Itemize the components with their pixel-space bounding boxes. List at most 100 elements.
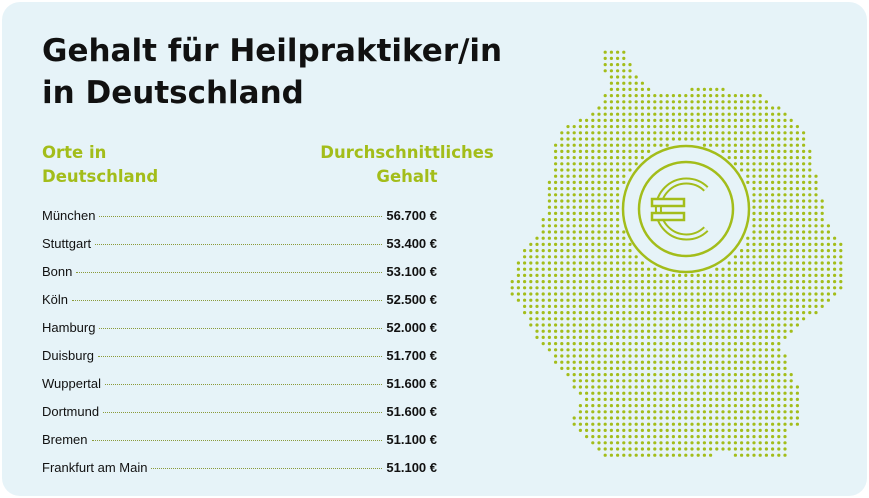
map-dot — [603, 292, 607, 296]
map-dot — [771, 174, 775, 178]
map-dot — [616, 56, 620, 60]
map-dot — [609, 100, 613, 104]
map-dot — [572, 416, 576, 420]
map-dot — [721, 94, 725, 98]
map-dot — [566, 261, 570, 265]
map-dot — [727, 379, 731, 383]
map-dot — [547, 286, 551, 290]
map-dot — [733, 397, 737, 401]
map-dot — [616, 298, 620, 302]
map-dot — [684, 311, 688, 315]
map-dot — [795, 236, 799, 240]
map-dot — [547, 236, 551, 240]
map-dot — [647, 348, 651, 352]
map-dot — [603, 366, 607, 370]
map-dot — [566, 354, 570, 358]
map-dot — [653, 441, 657, 445]
map-dot — [771, 292, 775, 296]
map-dot — [566, 286, 570, 290]
map-dot — [597, 255, 601, 259]
map-dot — [622, 242, 626, 246]
map-dot — [616, 193, 620, 197]
map-dot — [547, 304, 551, 308]
map-dot — [541, 261, 545, 265]
map-dot — [820, 211, 824, 215]
map-dot — [597, 211, 601, 215]
map-dot — [814, 230, 818, 234]
city-name: Wuppertal — [42, 376, 102, 391]
map-dot — [603, 94, 607, 98]
map-dot — [529, 298, 533, 302]
map-dot — [789, 317, 793, 321]
map-dot — [696, 298, 700, 302]
map-dot — [616, 143, 620, 147]
map-dot — [665, 416, 669, 420]
map-dot — [628, 261, 632, 265]
map-dot — [678, 286, 682, 290]
map-dot — [789, 410, 793, 414]
map-dot — [709, 391, 713, 395]
map-dot — [578, 366, 582, 370]
map-dot — [715, 317, 719, 321]
dot-leader — [99, 328, 383, 329]
map-dot — [684, 304, 688, 308]
map-dot — [616, 112, 620, 116]
map-dot — [516, 292, 520, 296]
map-dot — [547, 187, 551, 191]
map-dot — [721, 435, 725, 439]
map-dot — [603, 311, 607, 315]
map-dot — [733, 391, 737, 395]
map-dot — [609, 335, 613, 339]
map-dot — [771, 385, 775, 389]
map-dot — [628, 342, 632, 346]
map-dot — [591, 354, 595, 358]
map-dot — [510, 286, 514, 290]
map-dot — [696, 87, 700, 91]
map-dot — [690, 422, 694, 426]
map-dot — [820, 267, 824, 271]
map-dot — [659, 366, 663, 370]
map-dot — [820, 249, 824, 253]
map-dot — [591, 323, 595, 327]
map-dot — [671, 391, 675, 395]
map-dot — [640, 149, 644, 153]
map-dot — [783, 373, 787, 377]
map-dot — [597, 373, 601, 377]
map-dot — [529, 267, 533, 271]
map-dot — [727, 373, 731, 377]
map-dot — [820, 205, 824, 209]
map-dot — [653, 100, 657, 104]
map-dot — [764, 249, 768, 253]
map-dot — [789, 118, 793, 122]
map-dot — [758, 428, 762, 432]
map-dot — [609, 112, 613, 116]
map-dot — [777, 199, 781, 203]
map-dot — [733, 280, 737, 284]
map-dot — [665, 131, 669, 135]
map-dot — [746, 298, 750, 302]
map-dot — [690, 273, 694, 277]
map-dot — [820, 230, 824, 234]
map-dot — [696, 137, 700, 141]
map-dot — [795, 131, 799, 135]
map-dot — [702, 298, 706, 302]
map-dot — [585, 187, 589, 191]
map-dot — [591, 286, 595, 290]
map-dot — [690, 118, 694, 122]
map-dot — [715, 267, 719, 271]
map-dot — [783, 453, 787, 457]
map-dot — [572, 360, 576, 364]
map-dot — [572, 211, 576, 215]
map-dot — [771, 280, 775, 284]
map-dot — [591, 162, 595, 166]
map-dot — [783, 125, 787, 129]
map-dot — [578, 211, 582, 215]
map-dot — [591, 342, 595, 346]
map-dot — [746, 286, 750, 290]
column-header-cities-line-1: Orte in — [42, 143, 107, 162]
map-dot — [616, 329, 620, 333]
map-dot — [585, 416, 589, 420]
map-dot — [671, 100, 675, 104]
map-dot — [616, 286, 620, 290]
map-dot — [702, 286, 706, 290]
